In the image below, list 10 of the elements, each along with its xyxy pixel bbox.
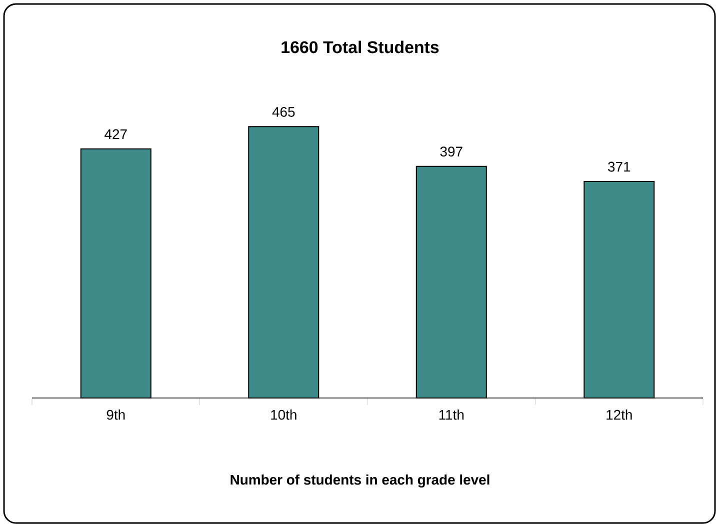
x-tick-label: 12th (606, 410, 632, 420)
chart-title: 1660 Total Students (282, 40, 439, 54)
data-label: 397 (440, 146, 462, 157)
x-tick-label: 11th (439, 410, 464, 420)
data-label: 371 (608, 162, 630, 172)
data-label: 427 (104, 129, 127, 140)
x-tick-label: 9th (106, 410, 125, 420)
x-tick-label: 10th (271, 410, 296, 420)
x-axis-title: Number of students in each grade level (230, 474, 490, 488)
data-label: 465 (272, 106, 295, 117)
